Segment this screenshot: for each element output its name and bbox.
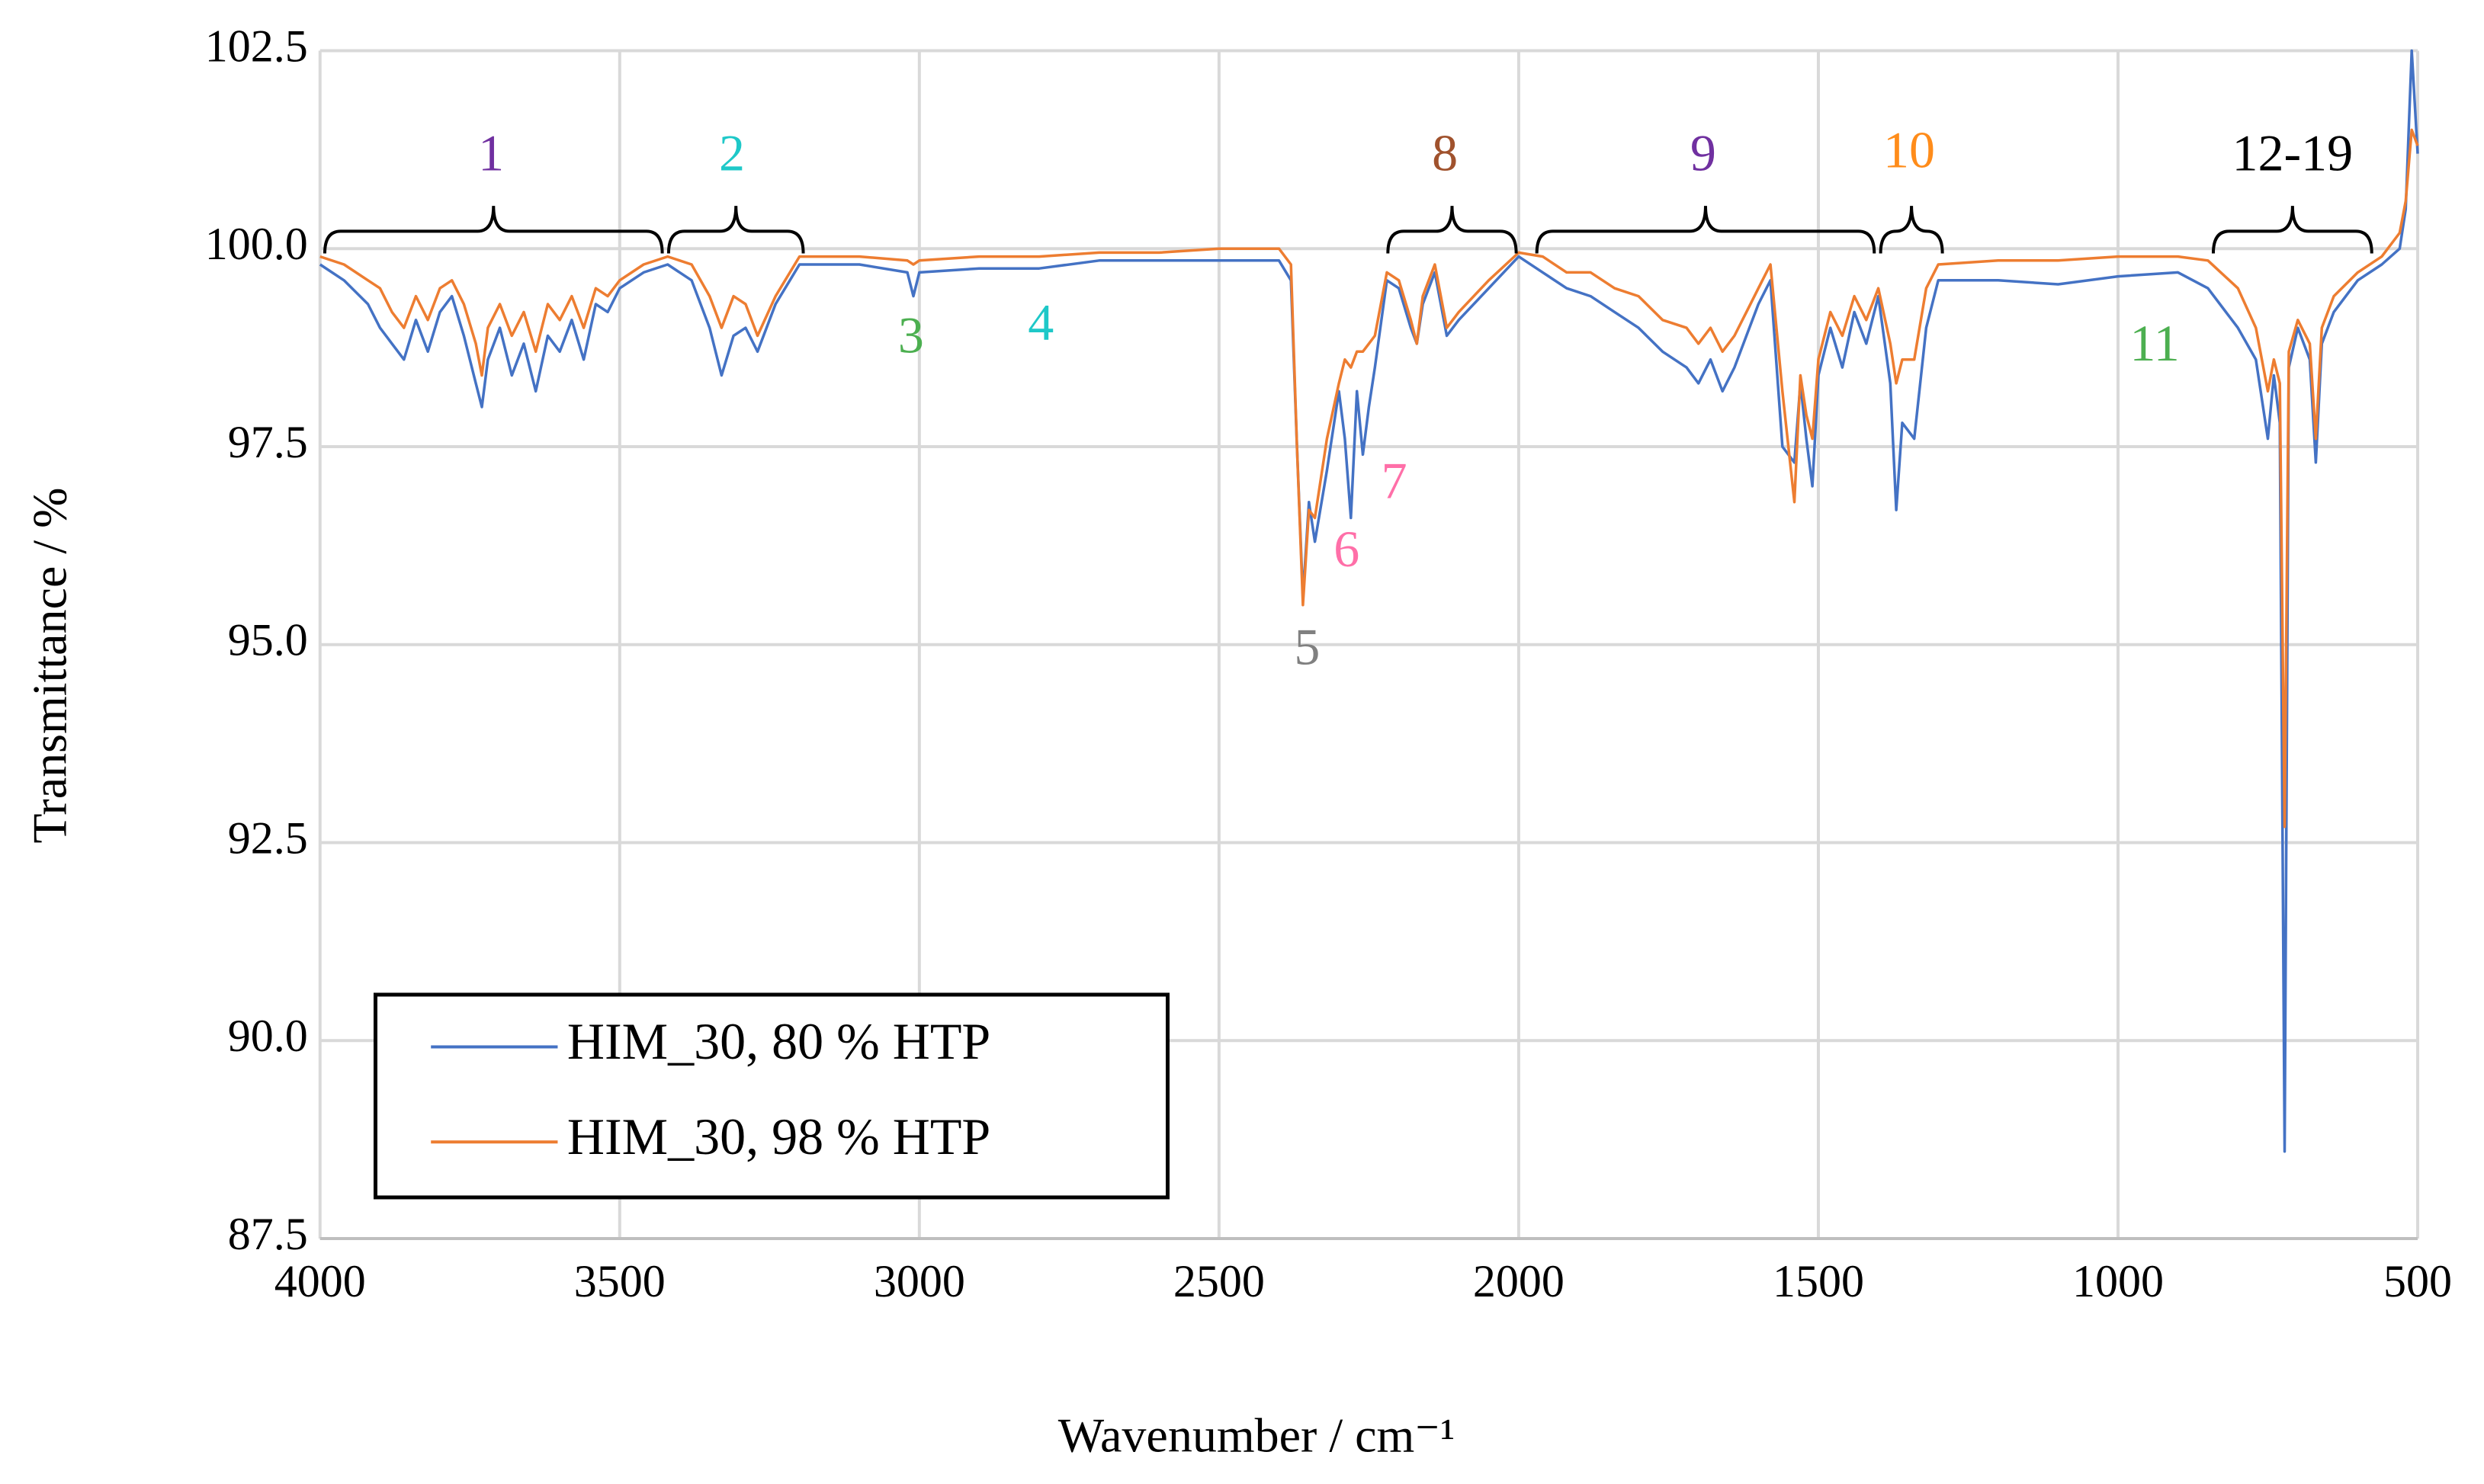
annotation: 2 bbox=[719, 123, 745, 181]
y-tick-label: 87.5 bbox=[228, 1209, 308, 1259]
x-tick-label: 3500 bbox=[574, 1256, 666, 1306]
brace bbox=[2211, 206, 2373, 254]
x-tick-label: 1000 bbox=[2072, 1256, 2164, 1306]
annotation: 1 bbox=[478, 123, 504, 181]
x-tick-label: 500 bbox=[2383, 1256, 2452, 1306]
y-tick-label: 97.5 bbox=[228, 417, 308, 467]
annotation: 6 bbox=[1333, 520, 1359, 578]
y-tick-label: 90.0 bbox=[228, 1011, 308, 1061]
y-tick-label: 102.5 bbox=[205, 21, 308, 71]
brace bbox=[1386, 206, 1518, 254]
annotation: 3 bbox=[898, 306, 924, 364]
x-tick-label: 1500 bbox=[1773, 1256, 1864, 1306]
legend-box bbox=[373, 992, 1170, 1200]
x-tick-label: 4000 bbox=[274, 1256, 366, 1306]
annotation: 11 bbox=[2129, 314, 2179, 372]
y-tick-label: 100.0 bbox=[205, 219, 308, 269]
annotation: 10 bbox=[1883, 120, 1935, 178]
series-line bbox=[319, 49, 2419, 1153]
x-tick-label: 3000 bbox=[874, 1256, 965, 1306]
brace bbox=[666, 206, 805, 254]
x-tick-label: 2500 bbox=[1173, 1256, 1265, 1306]
x-tick-label: 2000 bbox=[1473, 1256, 1565, 1306]
legend-label: HIM_30, 98 % HTP bbox=[567, 1107, 990, 1165]
annotation: 7 bbox=[1382, 452, 1407, 510]
y-tick-label: 95.0 bbox=[228, 615, 308, 665]
brace bbox=[323, 206, 664, 254]
legend-label: HIM_30, 80 % HTP bbox=[567, 1012, 990, 1070]
brace bbox=[1879, 206, 1944, 254]
legend: HIM_30, 80 % HTP HIM_30, 98 % HTP bbox=[373, 992, 1170, 1200]
series-line bbox=[319, 128, 2419, 829]
x-axis-label: Wavenumber / cm⁻¹ bbox=[1058, 1409, 1455, 1463]
annotation: 8 bbox=[1432, 123, 1458, 181]
annotation: 5 bbox=[1294, 618, 1320, 676]
annotation: 4 bbox=[1028, 293, 1054, 351]
y-tick-label: 92.5 bbox=[228, 813, 308, 863]
annotation: 9 bbox=[1690, 123, 1716, 181]
y-axis-label: Transmittance / % bbox=[23, 488, 77, 844]
brace bbox=[1535, 206, 1876, 254]
annotation: 12-19 bbox=[2232, 123, 2354, 181]
